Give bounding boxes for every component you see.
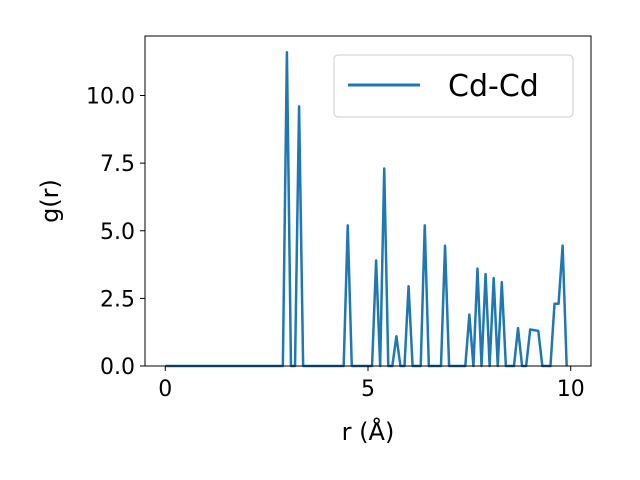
- legend-box: [333, 54, 574, 118]
- y-tick-label: 0.0: [100, 355, 135, 380]
- x-axis: 0 5 10: [158, 366, 585, 402]
- y-axis: 0.0 2.5 5.0 7.5 10.0: [86, 85, 145, 380]
- y-tick-label: 10.0: [86, 85, 135, 110]
- series-line-cd-cd: [165, 50, 568, 368]
- x-tick-label: 0: [158, 377, 172, 402]
- y-tick-label: 7.5: [100, 152, 135, 177]
- x-tick-label: 10: [557, 377, 585, 402]
- x-axis-label: r (Å): [342, 417, 395, 446]
- legend: Cd-Cd: [333, 54, 574, 118]
- y-axis-label: g(r): [36, 179, 64, 223]
- series-layer: [165, 50, 568, 368]
- x-tick-label: 5: [361, 377, 375, 402]
- y-tick-label: 5.0: [100, 220, 135, 245]
- y-tick-label: 2.5: [100, 287, 135, 312]
- legend-label: Cd-Cd: [448, 69, 539, 104]
